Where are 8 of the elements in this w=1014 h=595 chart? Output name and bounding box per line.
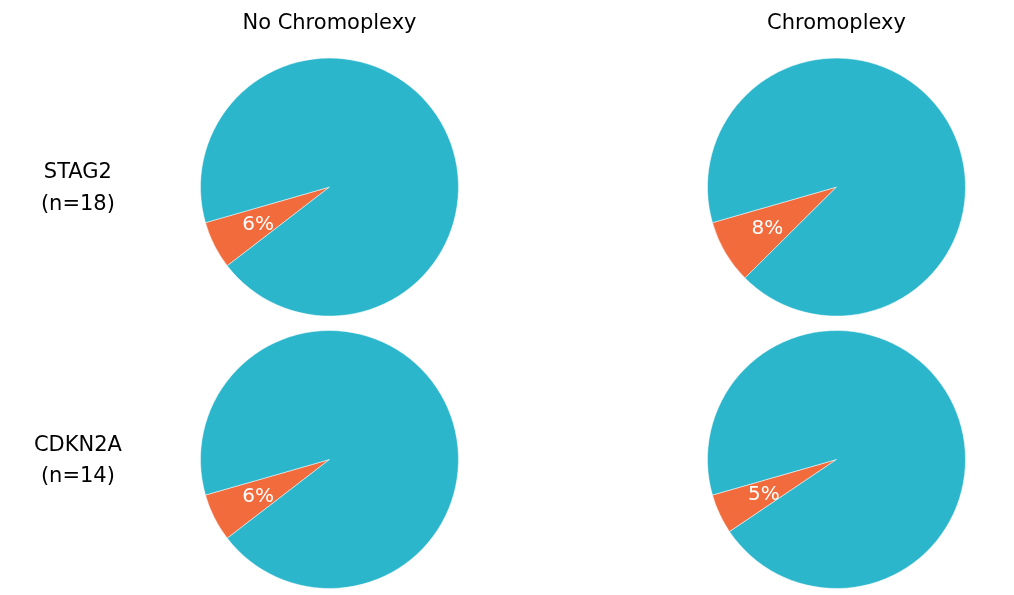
data-label: 6% <box>242 483 274 508</box>
chart-title: No Chromoplexy <box>242 10 417 35</box>
text: STAG2 (n=18) <box>40 159 115 215</box>
text: CDKN2A (n=14) <box>33 431 123 488</box>
data-label: 8% <box>751 215 784 240</box>
chart-title: Chromoplexy <box>767 10 906 35</box>
data-label: 6% <box>242 211 274 236</box>
data-label: 5% <box>748 481 780 506</box>
